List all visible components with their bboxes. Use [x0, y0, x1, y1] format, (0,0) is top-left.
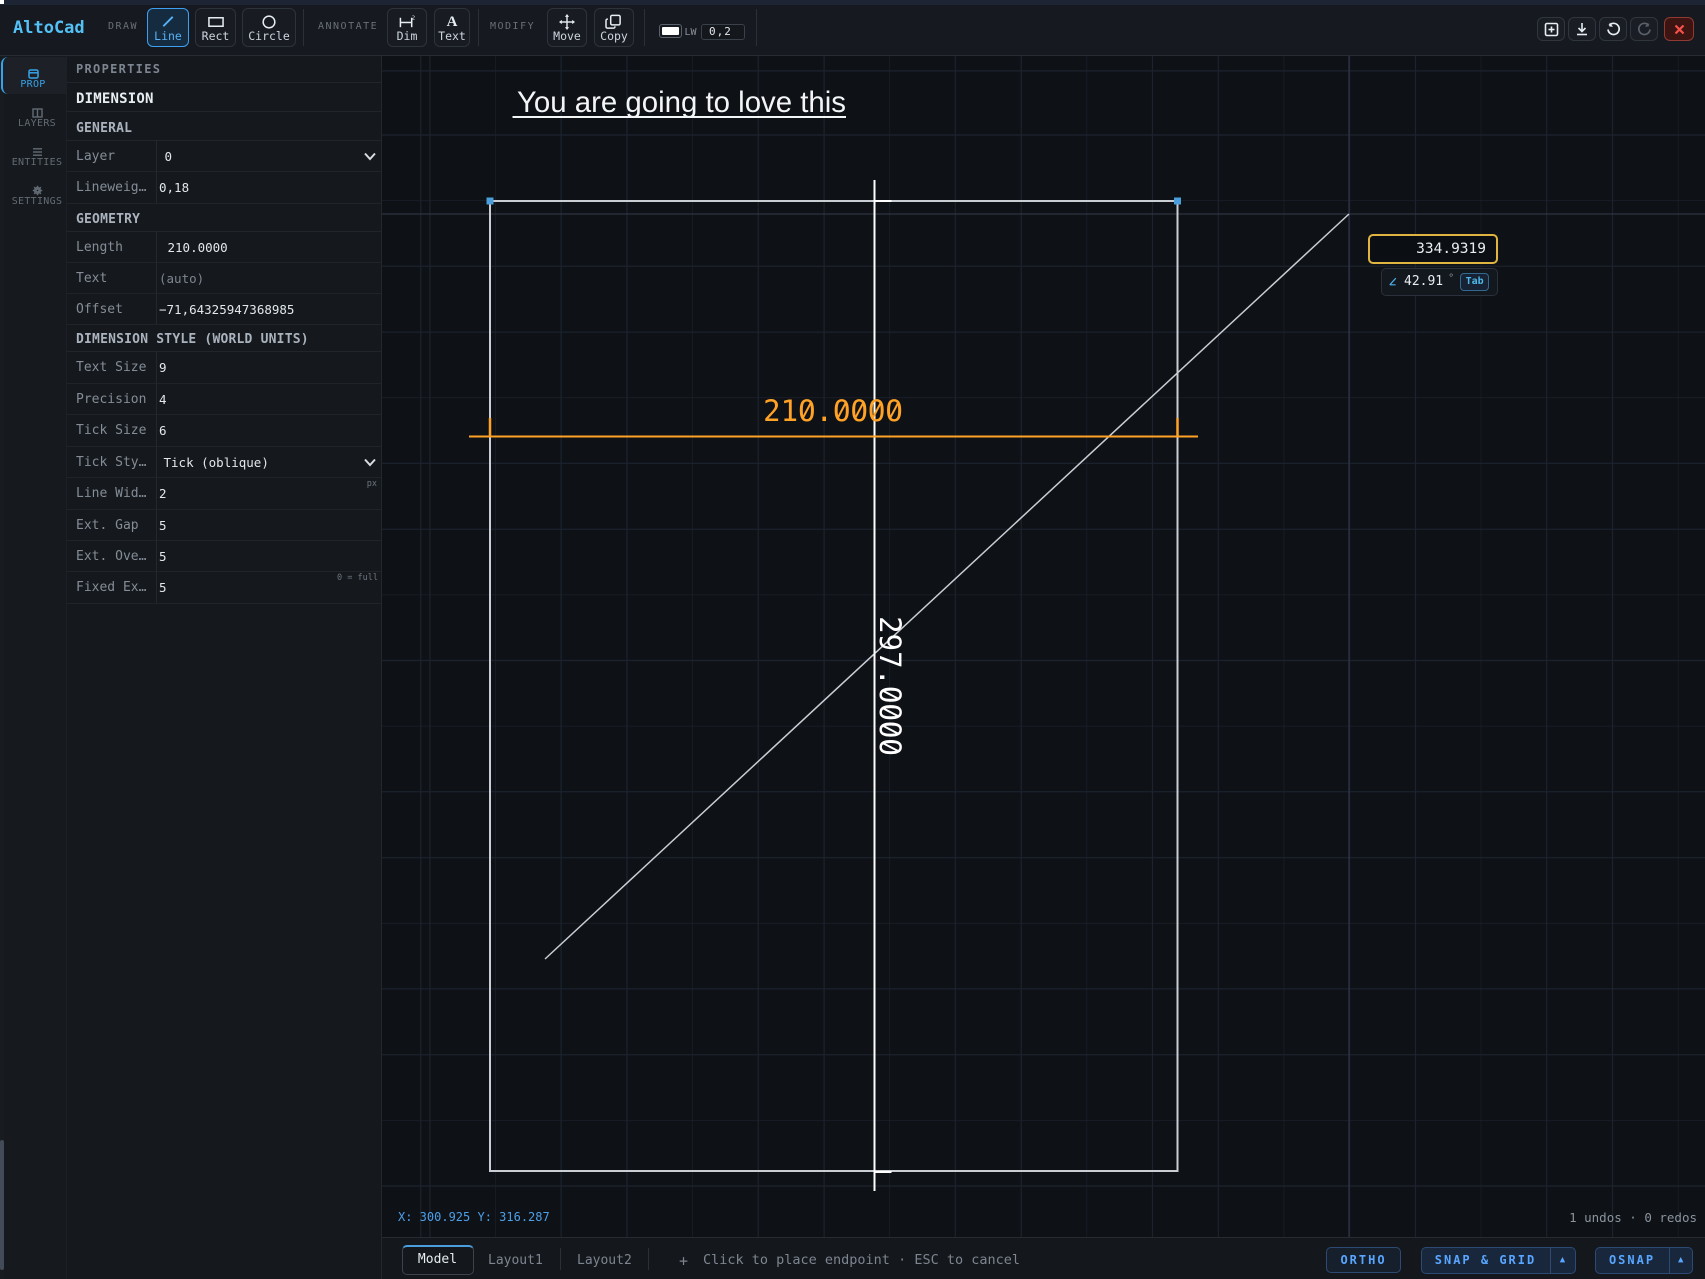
svg-text:21O.OOOO: 21O.OOOO: [763, 394, 903, 428]
svg-text:You are going to love this: You are going to love this: [517, 86, 846, 119]
svg-text:2: 2: [412, 16, 415, 22]
svg-text:297.OOOO: 297.OOOO: [873, 616, 907, 756]
